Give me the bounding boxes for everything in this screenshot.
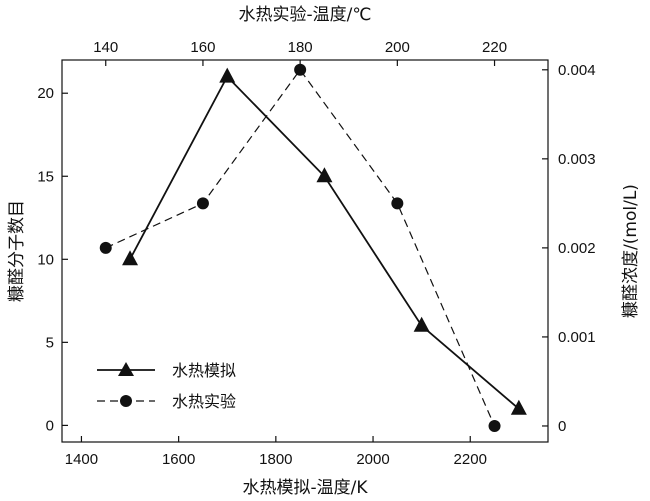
y-right-tick-label: 0.004	[558, 62, 596, 79]
x-top-tick-label: 200	[385, 39, 410, 56]
data-point-simulation	[510, 399, 527, 415]
legend-marker-experiment	[120, 395, 132, 407]
y-left-tick-label: 5	[46, 334, 54, 351]
x-axis-title-bottom: 水热模拟-温度/K	[242, 478, 368, 498]
data-point-simulation	[219, 67, 236, 83]
series-layer	[99, 63, 527, 432]
legend: 水热模拟 水热实验	[97, 361, 236, 411]
x-axis-title-top: 水热实验-温度/℃	[239, 5, 372, 25]
x-top-tick-label: 140	[93, 39, 118, 56]
y-left-tick-label: 20	[37, 85, 54, 102]
y-right-tick-label: 0	[558, 418, 566, 435]
x-bottom-tick-label: 1400	[65, 451, 98, 468]
x-bottom-tick-label: 2000	[356, 451, 389, 468]
x-bottom-tick-label: 2200	[454, 451, 487, 468]
data-point-simulation	[316, 167, 333, 183]
y-left-tick-label: 10	[37, 251, 54, 268]
y-left-tick-label: 15	[37, 168, 54, 185]
data-point-simulation	[413, 316, 430, 332]
y-right-tick-label: 0.002	[558, 240, 596, 257]
x-bottom-tick-label: 1800	[259, 451, 292, 468]
series-line-experiment	[105, 68, 496, 427]
y-right-tick-label: 0.003	[558, 151, 596, 168]
x-top-tick-label: 180	[288, 39, 313, 56]
data-point-simulation	[122, 250, 139, 266]
legend-marker-simulation	[118, 362, 134, 376]
x-top-tick-label: 160	[190, 39, 215, 56]
legend-label-experiment: 水热实验	[172, 392, 236, 411]
y-axis-title-right: 糠醛浓度/(mol/L)	[620, 184, 641, 318]
data-point-experiment	[196, 197, 209, 210]
x-top-tick-label: 220	[482, 39, 507, 56]
plot-frame	[61, 59, 549, 443]
data-point-experiment	[488, 419, 501, 432]
legend-label-simulation: 水热模拟	[172, 361, 236, 380]
x-bottom-tick-label: 1600	[162, 451, 195, 468]
y-left-tick-label: 0	[46, 417, 54, 434]
series-line-simulation	[129, 75, 520, 410]
data-point-experiment	[294, 63, 307, 76]
data-point-experiment	[99, 241, 112, 254]
y-right-tick-label: 0.001	[558, 329, 596, 346]
data-point-experiment	[391, 197, 404, 210]
y-axis-title-left: 糠醛分子数目	[6, 200, 27, 302]
